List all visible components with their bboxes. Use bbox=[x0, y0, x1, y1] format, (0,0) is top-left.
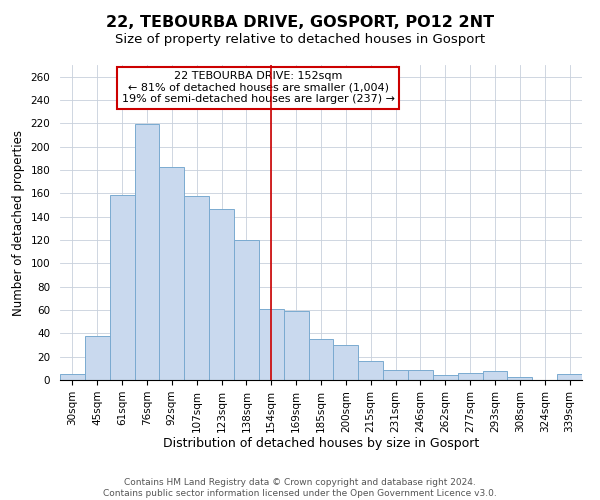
Bar bbox=[433, 376, 458, 380]
Bar bbox=[60, 374, 85, 380]
Text: Size of property relative to detached houses in Gosport: Size of property relative to detached ho… bbox=[115, 32, 485, 46]
Text: Contains HM Land Registry data © Crown copyright and database right 2024.
Contai: Contains HM Land Registry data © Crown c… bbox=[103, 478, 497, 498]
Bar bbox=[308, 339, 334, 380]
Bar bbox=[557, 374, 582, 380]
Bar bbox=[184, 196, 209, 380]
Bar bbox=[85, 336, 110, 380]
Bar bbox=[408, 370, 433, 380]
Bar bbox=[508, 376, 532, 380]
Y-axis label: Number of detached properties: Number of detached properties bbox=[12, 130, 25, 316]
Bar bbox=[284, 311, 308, 380]
Bar bbox=[383, 370, 408, 380]
Bar bbox=[234, 240, 259, 380]
Bar bbox=[209, 208, 234, 380]
Bar bbox=[482, 370, 508, 380]
X-axis label: Distribution of detached houses by size in Gosport: Distribution of detached houses by size … bbox=[163, 438, 479, 450]
Bar bbox=[134, 124, 160, 380]
Bar bbox=[334, 345, 358, 380]
Bar bbox=[259, 309, 284, 380]
Bar bbox=[458, 373, 482, 380]
Text: 22 TEBOURBA DRIVE: 152sqm
← 81% of detached houses are smaller (1,004)
19% of se: 22 TEBOURBA DRIVE: 152sqm ← 81% of detac… bbox=[122, 72, 395, 104]
Text: 22, TEBOURBA DRIVE, GOSPORT, PO12 2NT: 22, TEBOURBA DRIVE, GOSPORT, PO12 2NT bbox=[106, 15, 494, 30]
Bar bbox=[160, 166, 184, 380]
Bar bbox=[358, 362, 383, 380]
Bar bbox=[110, 194, 134, 380]
